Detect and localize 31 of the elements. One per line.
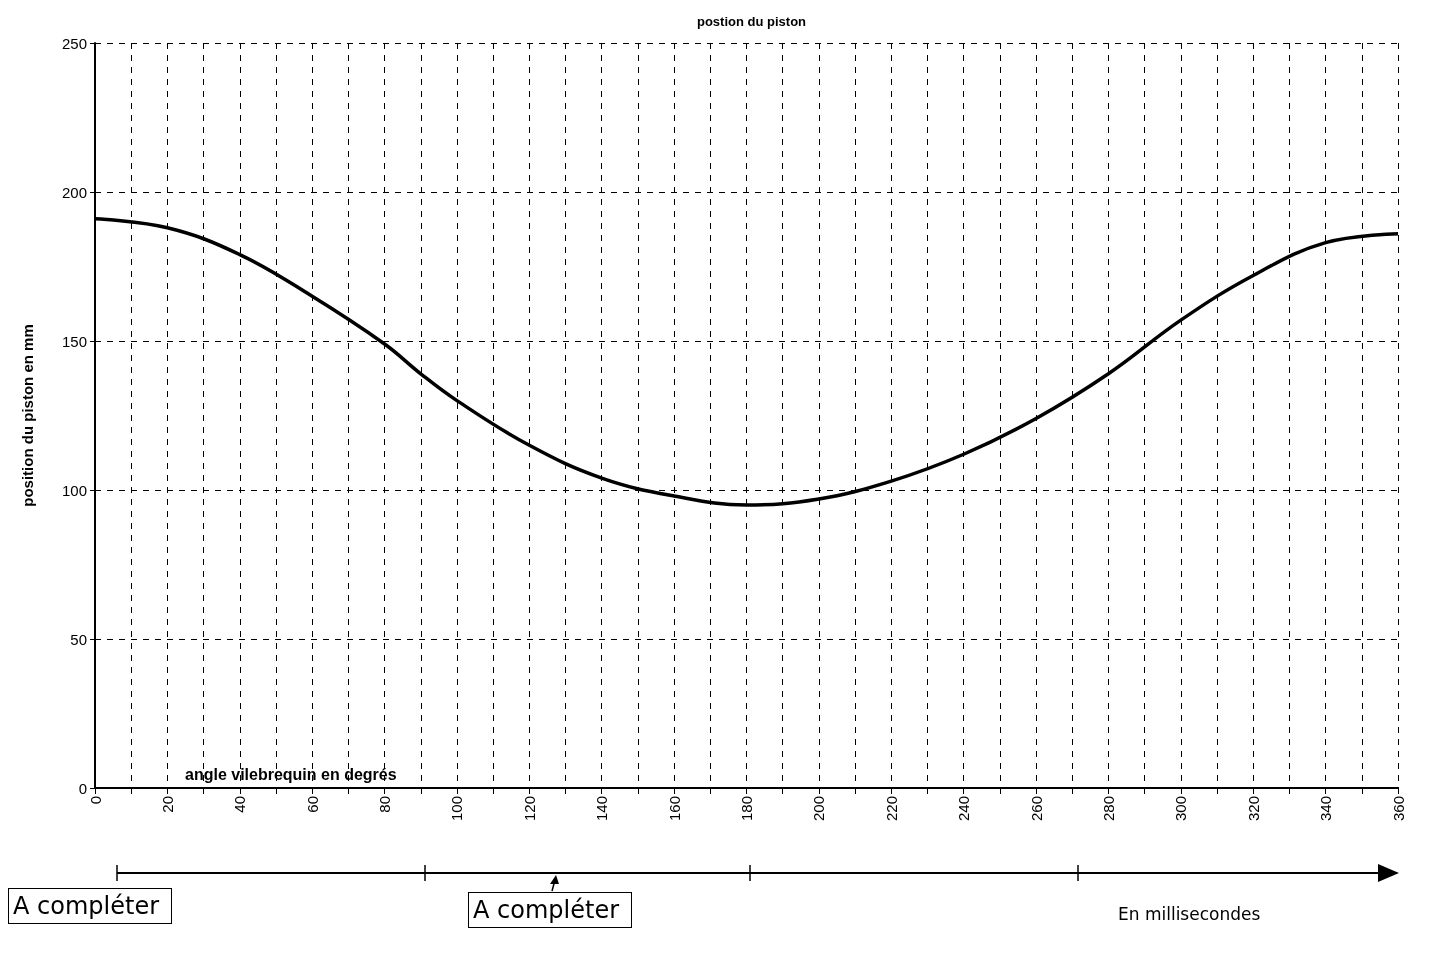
chart-title: postion du piston bbox=[696, 14, 807, 29]
x-tick-label: 60 bbox=[303, 796, 321, 813]
x-tick-label: 160 bbox=[665, 796, 683, 822]
x-tick-label: 280 bbox=[1099, 796, 1117, 822]
x-tick-label: 120 bbox=[520, 796, 538, 822]
x-tick-label: 140 bbox=[593, 796, 611, 822]
x-tick-label: 180 bbox=[738, 796, 755, 822]
x-tick-label: 200 bbox=[810, 796, 828, 822]
y-tick-label: 100 bbox=[61, 481, 87, 499]
x-tick-label: 340 bbox=[1317, 796, 1335, 822]
text: A compléter bbox=[8, 888, 173, 924]
text: A compléter bbox=[468, 892, 633, 928]
y-axis-title: position du piston en mm bbox=[19, 324, 36, 507]
x-tick-label: 40 bbox=[231, 796, 249, 813]
y-tick-label: 250 bbox=[61, 34, 87, 52]
text: En millisecondes bbox=[1118, 904, 1261, 924]
x-tick-label: 0 bbox=[86, 796, 104, 805]
x-tick-label: 100 bbox=[448, 796, 466, 822]
x-tick-label: 240 bbox=[955, 796, 973, 822]
y-tick-label: 0 bbox=[78, 779, 87, 797]
x-tick-label: 260 bbox=[1027, 796, 1045, 822]
x-tick-label: 20 bbox=[158, 796, 176, 813]
x-axis-title: angle vilebrequin en degrés bbox=[185, 765, 397, 783]
y-tick-label: 200 bbox=[61, 183, 87, 201]
x-tick-label: 320 bbox=[1244, 796, 1262, 822]
y-tick-label: 150 bbox=[61, 332, 87, 350]
x-tick-label: 360 bbox=[1389, 796, 1407, 822]
x-tick-label: 220 bbox=[882, 796, 900, 822]
x-tick-label: 300 bbox=[1172, 796, 1190, 822]
x-tick-label: 80 bbox=[376, 796, 394, 813]
y-tick-label: 50 bbox=[70, 630, 87, 648]
